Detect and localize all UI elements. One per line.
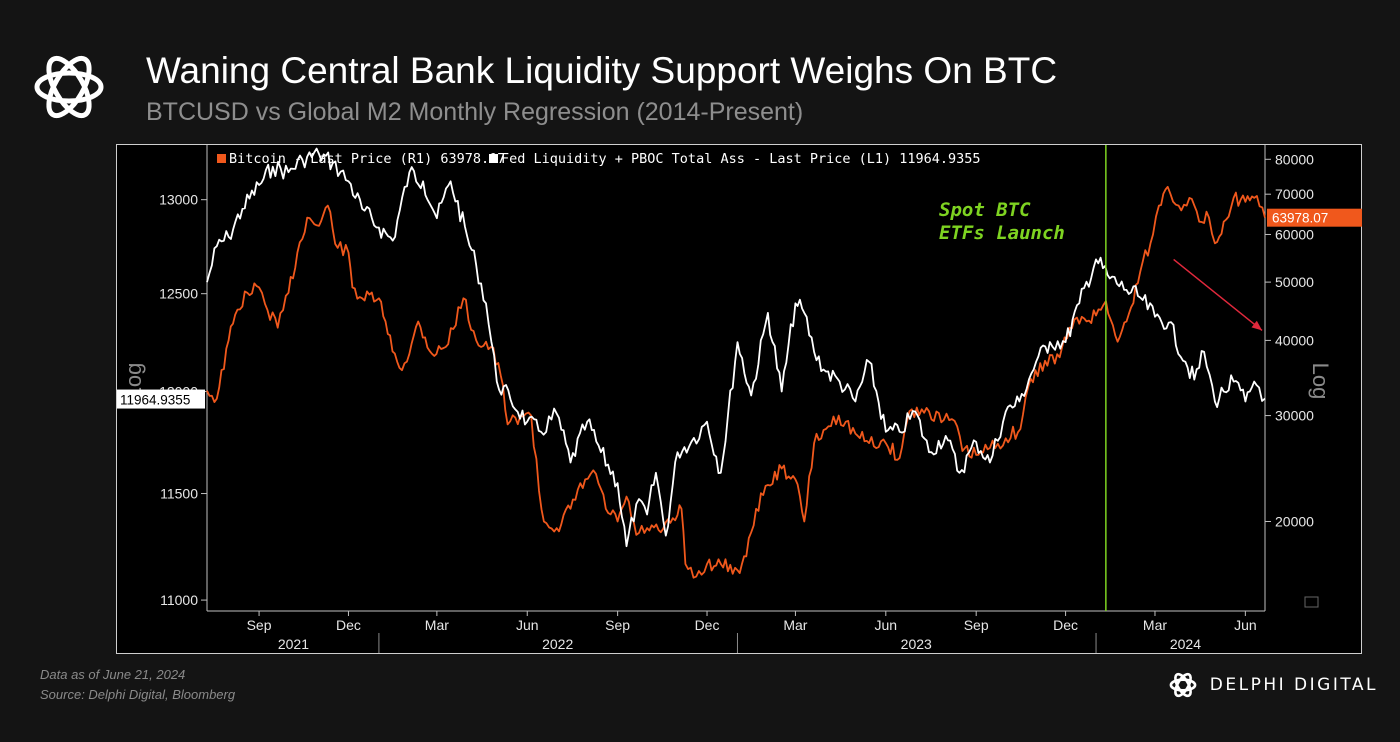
source-note: Source: Delphi Digital, Bloomberg: [40, 687, 236, 702]
page-title: Waning Central Bank Liquidity Support We…: [146, 50, 1058, 91]
x-year-label: 2024: [1170, 636, 1201, 652]
etf-launch-label: Spot BTC: [939, 199, 1031, 221]
x-month-label: Sep: [247, 617, 272, 633]
right-tick-label: 50000: [1275, 274, 1314, 290]
chart-options-control: [1304, 596, 1319, 608]
left-tick-label: 11500: [160, 486, 198, 502]
right-tick-label: 70000: [1275, 186, 1314, 202]
brand-name: DELPHI DIGITAL: [1209, 675, 1378, 695]
liquidity-last-value: 11964.9355: [120, 393, 190, 408]
left-tick-label: 13000: [159, 192, 198, 208]
delphi-small-icon: [1169, 672, 1197, 698]
x-month-label: Mar: [425, 617, 449, 633]
legend-label-bitcoin: Bitcoin - Last Price (R1) 63978.07: [229, 151, 505, 167]
etf-launch-label: ETFs Launch: [939, 222, 1065, 244]
x-year-label: 2022: [542, 636, 573, 652]
line-chart: 1100011500120001250013000200003000040000…: [117, 145, 1362, 653]
bitcoin-series-line: [206, 185, 1266, 579]
left-tick-label: 12500: [159, 286, 198, 302]
x-year-label: 2021: [278, 636, 309, 652]
x-month-label: Dec: [336, 617, 361, 633]
x-year-label: 2023: [901, 636, 932, 652]
arrow-head: [1251, 320, 1263, 331]
bitcoin-last-value: 63978.07: [1272, 211, 1328, 226]
delphi-knot-icon: [24, 42, 114, 132]
right-tick-label: 80000: [1275, 151, 1314, 167]
down-right-arrow: [1173, 258, 1263, 331]
data-date-note: Data as of June 21, 2024: [40, 667, 186, 682]
x-month-label: Sep: [964, 617, 989, 633]
legend-swatch-bitcoin: [217, 154, 226, 163]
legend-label-liquidity: Fed Liquidity + PBOC Total Ass - Last Pr…: [501, 151, 981, 167]
right-axis-scale-label: Log: [1308, 363, 1333, 400]
bitcoin-last-value-badge: [1267, 208, 1362, 227]
right-tick-label: 60000: [1275, 226, 1314, 242]
x-month-label: Mar: [783, 617, 807, 633]
right-tick-label: 20000: [1275, 514, 1314, 530]
chart-panel: 1100011500120001250013000200003000040000…: [116, 144, 1362, 654]
right-tick-label: 30000: [1275, 408, 1314, 424]
x-month-label: Jun: [875, 617, 898, 633]
x-month-label: Jun: [516, 617, 539, 633]
brand-logo: DELPHI DIGITAL: [1166, 668, 1378, 702]
right-tick-label: 40000: [1275, 332, 1314, 348]
x-month-label: Dec: [695, 617, 720, 633]
x-month-label: Jun: [1234, 617, 1257, 633]
x-month-label: Mar: [1143, 617, 1167, 633]
x-month-label: Dec: [1053, 617, 1078, 633]
legend-swatch-liquidity: [489, 154, 498, 163]
left-tick-label: 11000: [160, 592, 198, 608]
liquidity-series-line: [206, 147, 1266, 548]
x-month-label: Sep: [605, 617, 630, 633]
page-subtitle: BTCUSD vs Global M2 Monthly Regression (…: [146, 98, 804, 126]
liquidity-last-value-badge: [117, 389, 205, 409]
